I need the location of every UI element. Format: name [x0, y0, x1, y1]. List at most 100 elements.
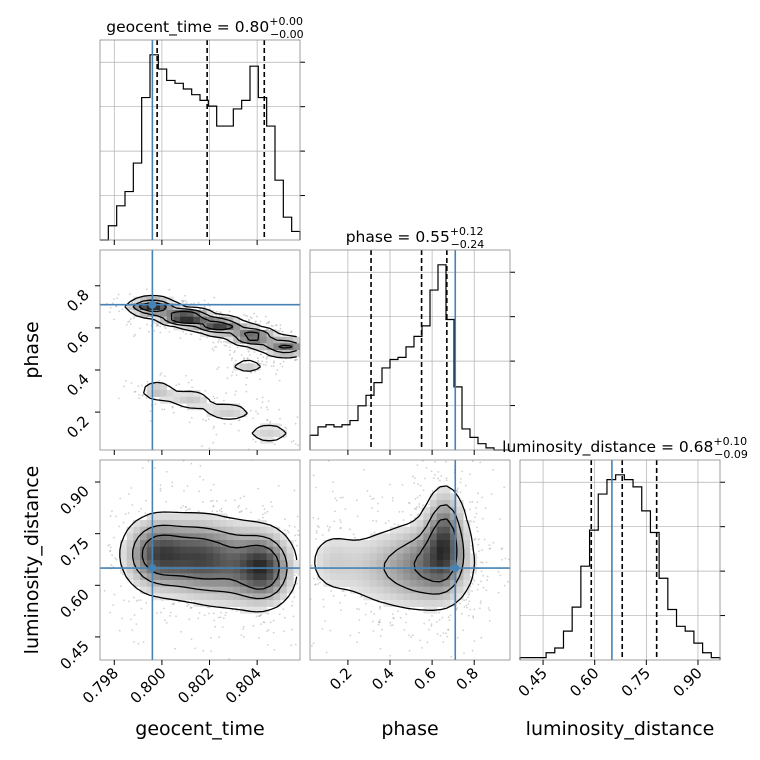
density-cell — [166, 560, 174, 567]
sample-point — [118, 629, 121, 632]
density-cell — [233, 540, 241, 547]
sample-point — [181, 301, 184, 304]
density-cell — [376, 540, 384, 547]
density-cell — [260, 330, 267, 337]
sample-point — [160, 611, 162, 614]
sample-point — [113, 536, 115, 539]
density-cell — [396, 593, 404, 601]
density-cell — [193, 540, 201, 547]
sample-point — [307, 556, 309, 558]
density-cell — [376, 560, 384, 567]
sample-point — [358, 608, 361, 611]
density-cell — [246, 600, 254, 607]
sample-point — [306, 334, 308, 336]
sample-point — [109, 546, 112, 549]
sample-point — [379, 621, 381, 624]
sample-point — [147, 460, 150, 463]
sample-point — [441, 431, 443, 433]
density-cell — [443, 526, 451, 534]
sample-point — [127, 493, 130, 495]
density-cell — [396, 586, 404, 594]
density-cell — [253, 323, 261, 331]
density-cell — [140, 586, 147, 594]
sample-point — [449, 614, 452, 617]
sample-point — [168, 331, 171, 333]
sample-point — [300, 625, 302, 627]
density-cell — [233, 566, 241, 574]
density-cell — [166, 540, 174, 547]
density-cell — [206, 403, 214, 411]
sample-point — [190, 462, 193, 465]
sample-point — [189, 606, 192, 609]
density-cell — [240, 580, 247, 587]
sample-point — [445, 479, 448, 482]
sample-point — [239, 510, 242, 513]
density-cell — [456, 513, 464, 521]
sample-point — [461, 470, 464, 473]
sample-point — [470, 520, 472, 523]
density-cell — [126, 546, 134, 554]
sample-point — [215, 454, 217, 456]
sample-point — [240, 354, 243, 356]
sample-point — [391, 499, 394, 502]
sample-point — [224, 614, 227, 617]
sample-point — [290, 644, 293, 647]
density-cell — [246, 566, 254, 574]
sample-point — [265, 357, 268, 360]
density-cell — [403, 546, 411, 554]
density-cell — [350, 573, 357, 581]
sample-point — [137, 599, 140, 601]
sample-point — [184, 506, 187, 508]
density-cell — [323, 540, 331, 547]
density-cell — [146, 390, 154, 397]
sample-point — [148, 330, 150, 333]
sample-point — [180, 406, 182, 409]
sample-point — [265, 406, 268, 408]
sample-point — [161, 408, 164, 411]
density-cell — [213, 323, 221, 331]
density-cell — [416, 513, 424, 521]
sample-point — [312, 642, 315, 645]
sample-point — [277, 485, 280, 487]
density-cell — [293, 560, 300, 567]
density-cell — [260, 553, 267, 561]
sample-point — [358, 631, 360, 634]
sample-point — [122, 599, 125, 602]
density-cell — [450, 573, 457, 581]
density-cell — [260, 546, 267, 554]
sample-point — [255, 320, 257, 323]
sample-point — [279, 362, 282, 365]
sample-point — [267, 322, 270, 324]
density-cell — [383, 573, 391, 581]
density-cell — [126, 573, 134, 581]
density-cell — [403, 593, 411, 601]
density-cell — [160, 566, 167, 574]
density-cell — [213, 553, 221, 561]
sample-point — [186, 605, 189, 608]
density-cell — [343, 573, 351, 581]
density-cell — [456, 506, 464, 514]
sample-point — [241, 457, 243, 459]
density-cell — [280, 533, 287, 541]
density-cell — [146, 586, 154, 594]
density-cell — [206, 546, 214, 554]
sample-point — [313, 565, 315, 567]
sample-point — [253, 351, 256, 353]
density-cell — [220, 573, 227, 581]
sample-point — [422, 504, 424, 507]
sample-point — [254, 370, 256, 373]
density-cell — [126, 566, 134, 574]
sample-point — [315, 583, 317, 586]
density-cell — [193, 573, 201, 581]
sample-point — [137, 642, 140, 645]
density-cell — [220, 580, 227, 587]
density-cell — [450, 533, 457, 541]
sample-point — [97, 546, 99, 548]
panel-content — [97, 460, 315, 660]
density-cell — [463, 520, 471, 527]
y-tick-label-luminosity-distance: 0.45 — [56, 637, 92, 673]
sample-point — [304, 524, 306, 526]
density-cell — [160, 520, 167, 527]
density-cell — [370, 573, 377, 581]
sample-point — [259, 614, 262, 617]
